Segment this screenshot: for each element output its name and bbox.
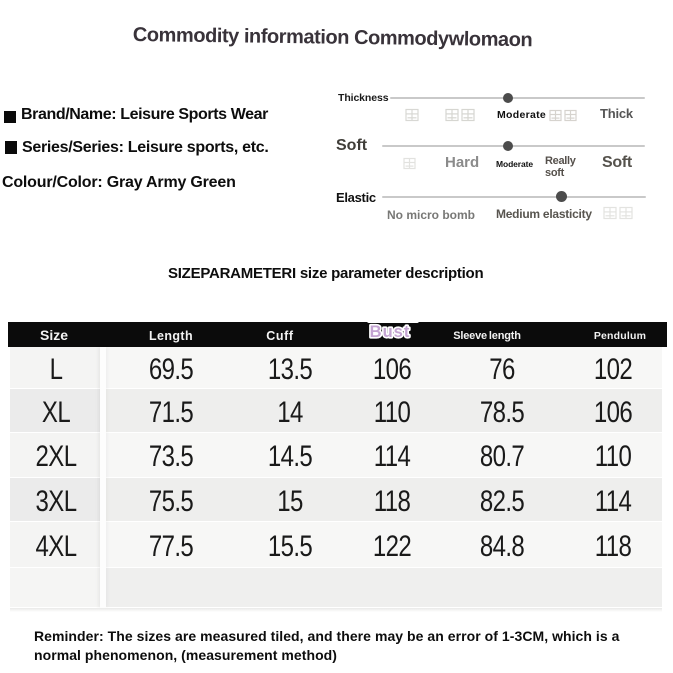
svg-text:Bust: Bust	[370, 323, 411, 341]
